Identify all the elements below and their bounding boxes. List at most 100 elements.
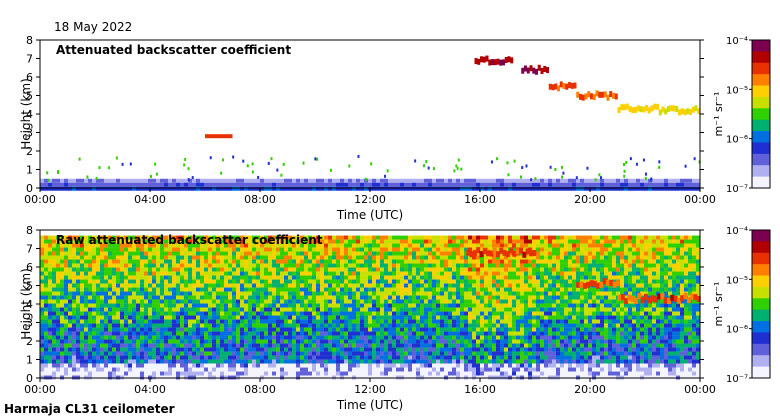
cloud-layer — [554, 83, 558, 90]
colorbar-unit: m⁻¹ sr⁻¹ — [712, 282, 725, 327]
cloud-layer — [630, 295, 635, 302]
cloud-layer — [670, 294, 675, 301]
cloud-layer — [504, 57, 508, 64]
x-tick-label: 16:00 — [464, 193, 496, 206]
colorbar-frame — [751, 39, 771, 189]
y-tick-label: 7 — [26, 243, 33, 256]
cloud-layer — [492, 247, 497, 254]
cloud-layer — [532, 67, 536, 74]
cloud-layer — [617, 294, 622, 301]
colorbar: 10⁻⁴ 10⁻⁵ 10⁻⁶ 10⁻⁷ m⁻¹ sr⁻¹ — [712, 36, 771, 195]
backscatter-field — [40, 55, 701, 191]
cloud-layer — [469, 251, 474, 258]
date-label: 18 May 2022 — [54, 20, 133, 34]
x-tick-label: 04:00 — [134, 383, 166, 396]
cloud-layer — [625, 103, 629, 110]
colorbar-tick-label: 10⁻⁴ — [726, 36, 748, 47]
cloud-layer — [479, 251, 484, 258]
y-tick-label: 1 — [26, 164, 33, 177]
x-tick-label: 08:00 — [244, 383, 276, 396]
cloud-layer — [570, 82, 574, 89]
cloud-layer — [667, 106, 670, 113]
x-tick-label: 00:00 — [684, 383, 716, 396]
y-tick-label: 7 — [26, 53, 33, 66]
cloud-layer — [609, 91, 613, 98]
y-tick-label: 3 — [26, 127, 33, 140]
cloud-layer — [477, 58, 481, 65]
cloud-layer — [551, 84, 555, 91]
cloud-layer — [612, 92, 615, 99]
cloud-layer — [623, 104, 626, 111]
cloud-layer — [645, 105, 648, 112]
cloud-layer — [485, 55, 489, 62]
cloud-layer — [576, 281, 581, 288]
cloud-layer — [499, 247, 504, 254]
cloud-layer — [526, 67, 530, 74]
cloud-layer — [603, 91, 607, 98]
cloud-layer — [596, 282, 601, 289]
y-tick-label: 2 — [26, 335, 33, 348]
cloud-layer — [486, 250, 491, 257]
cloud-layer — [624, 297, 629, 304]
cloud-layer — [496, 58, 500, 65]
x-tick-label: 00:00 — [24, 383, 56, 396]
cloud-layer — [656, 103, 659, 110]
cloud-layer — [557, 85, 560, 92]
colorbar-tick-label: 10⁻⁵ — [726, 275, 748, 286]
colorbar-tick-label: 10⁻⁷ — [726, 374, 748, 385]
cloud-layer — [482, 56, 486, 63]
cloud-layer — [660, 293, 665, 300]
cloud-layer — [584, 93, 588, 100]
cloud-layer — [667, 298, 671, 305]
cloud-layer — [548, 83, 552, 90]
cloud-layer — [605, 279, 610, 286]
y-tick-label: 6 — [26, 261, 33, 274]
cloud-layer — [620, 104, 624, 111]
cloud-layer — [669, 105, 673, 112]
y-tick-label: 2 — [26, 145, 33, 158]
cloud-layer — [672, 105, 676, 112]
cloud-layer — [528, 250, 533, 257]
cloud-layer — [502, 59, 505, 66]
y-tick-label: 8 — [26, 224, 33, 237]
cloud-layer — [573, 82, 577, 89]
cloud-layer — [689, 108, 692, 115]
x-axis-label: Time (UTC) — [336, 208, 403, 222]
colorbar-tick-label: 10⁻⁵ — [726, 85, 748, 96]
cloud-layer — [606, 94, 610, 101]
cloud-layer — [589, 280, 594, 287]
colorbar-unit: m⁻¹ sr⁻¹ — [712, 92, 725, 137]
cloud-layer — [647, 297, 652, 304]
cloud-layer — [680, 295, 685, 302]
cloud-layer — [466, 249, 471, 256]
colorbar-tick-label: 10⁻⁶ — [726, 325, 748, 336]
y-tick-label: 3 — [26, 317, 33, 330]
colorbar-tick-label: 10⁻⁴ — [726, 226, 748, 237]
cloud-layer — [634, 106, 637, 113]
cloud-layer — [515, 248, 520, 255]
plot-area — [40, 40, 700, 188]
cloud-layer — [592, 94, 596, 101]
cloud-layer — [529, 65, 533, 72]
cloud-layer — [522, 251, 527, 258]
y-tick-label: 5 — [26, 90, 33, 103]
cloud-layer — [643, 293, 648, 300]
cloud-layer — [631, 107, 635, 114]
cloud-layer — [686, 108, 690, 115]
cloud-layer — [617, 107, 621, 114]
cloud-layer — [680, 108, 684, 115]
cloud-layer — [675, 105, 679, 112]
cloud-layer — [582, 282, 587, 289]
cloud-layer — [524, 65, 527, 72]
cloud-layer — [678, 109, 681, 116]
cloud-layer — [535, 68, 538, 75]
cloud-layer — [472, 250, 477, 257]
colorbar: 10⁻⁴ 10⁻⁵ 10⁻⁶ 10⁻⁷ m⁻¹ sr⁻¹ — [712, 226, 771, 385]
cloud-layer — [595, 90, 599, 97]
y-tick-label: 5 — [26, 280, 33, 293]
y-tick-label: 0 — [26, 182, 33, 195]
cloud-layer — [540, 67, 544, 74]
cloud-layer — [579, 93, 582, 100]
y-tick-label: 4 — [26, 108, 33, 121]
